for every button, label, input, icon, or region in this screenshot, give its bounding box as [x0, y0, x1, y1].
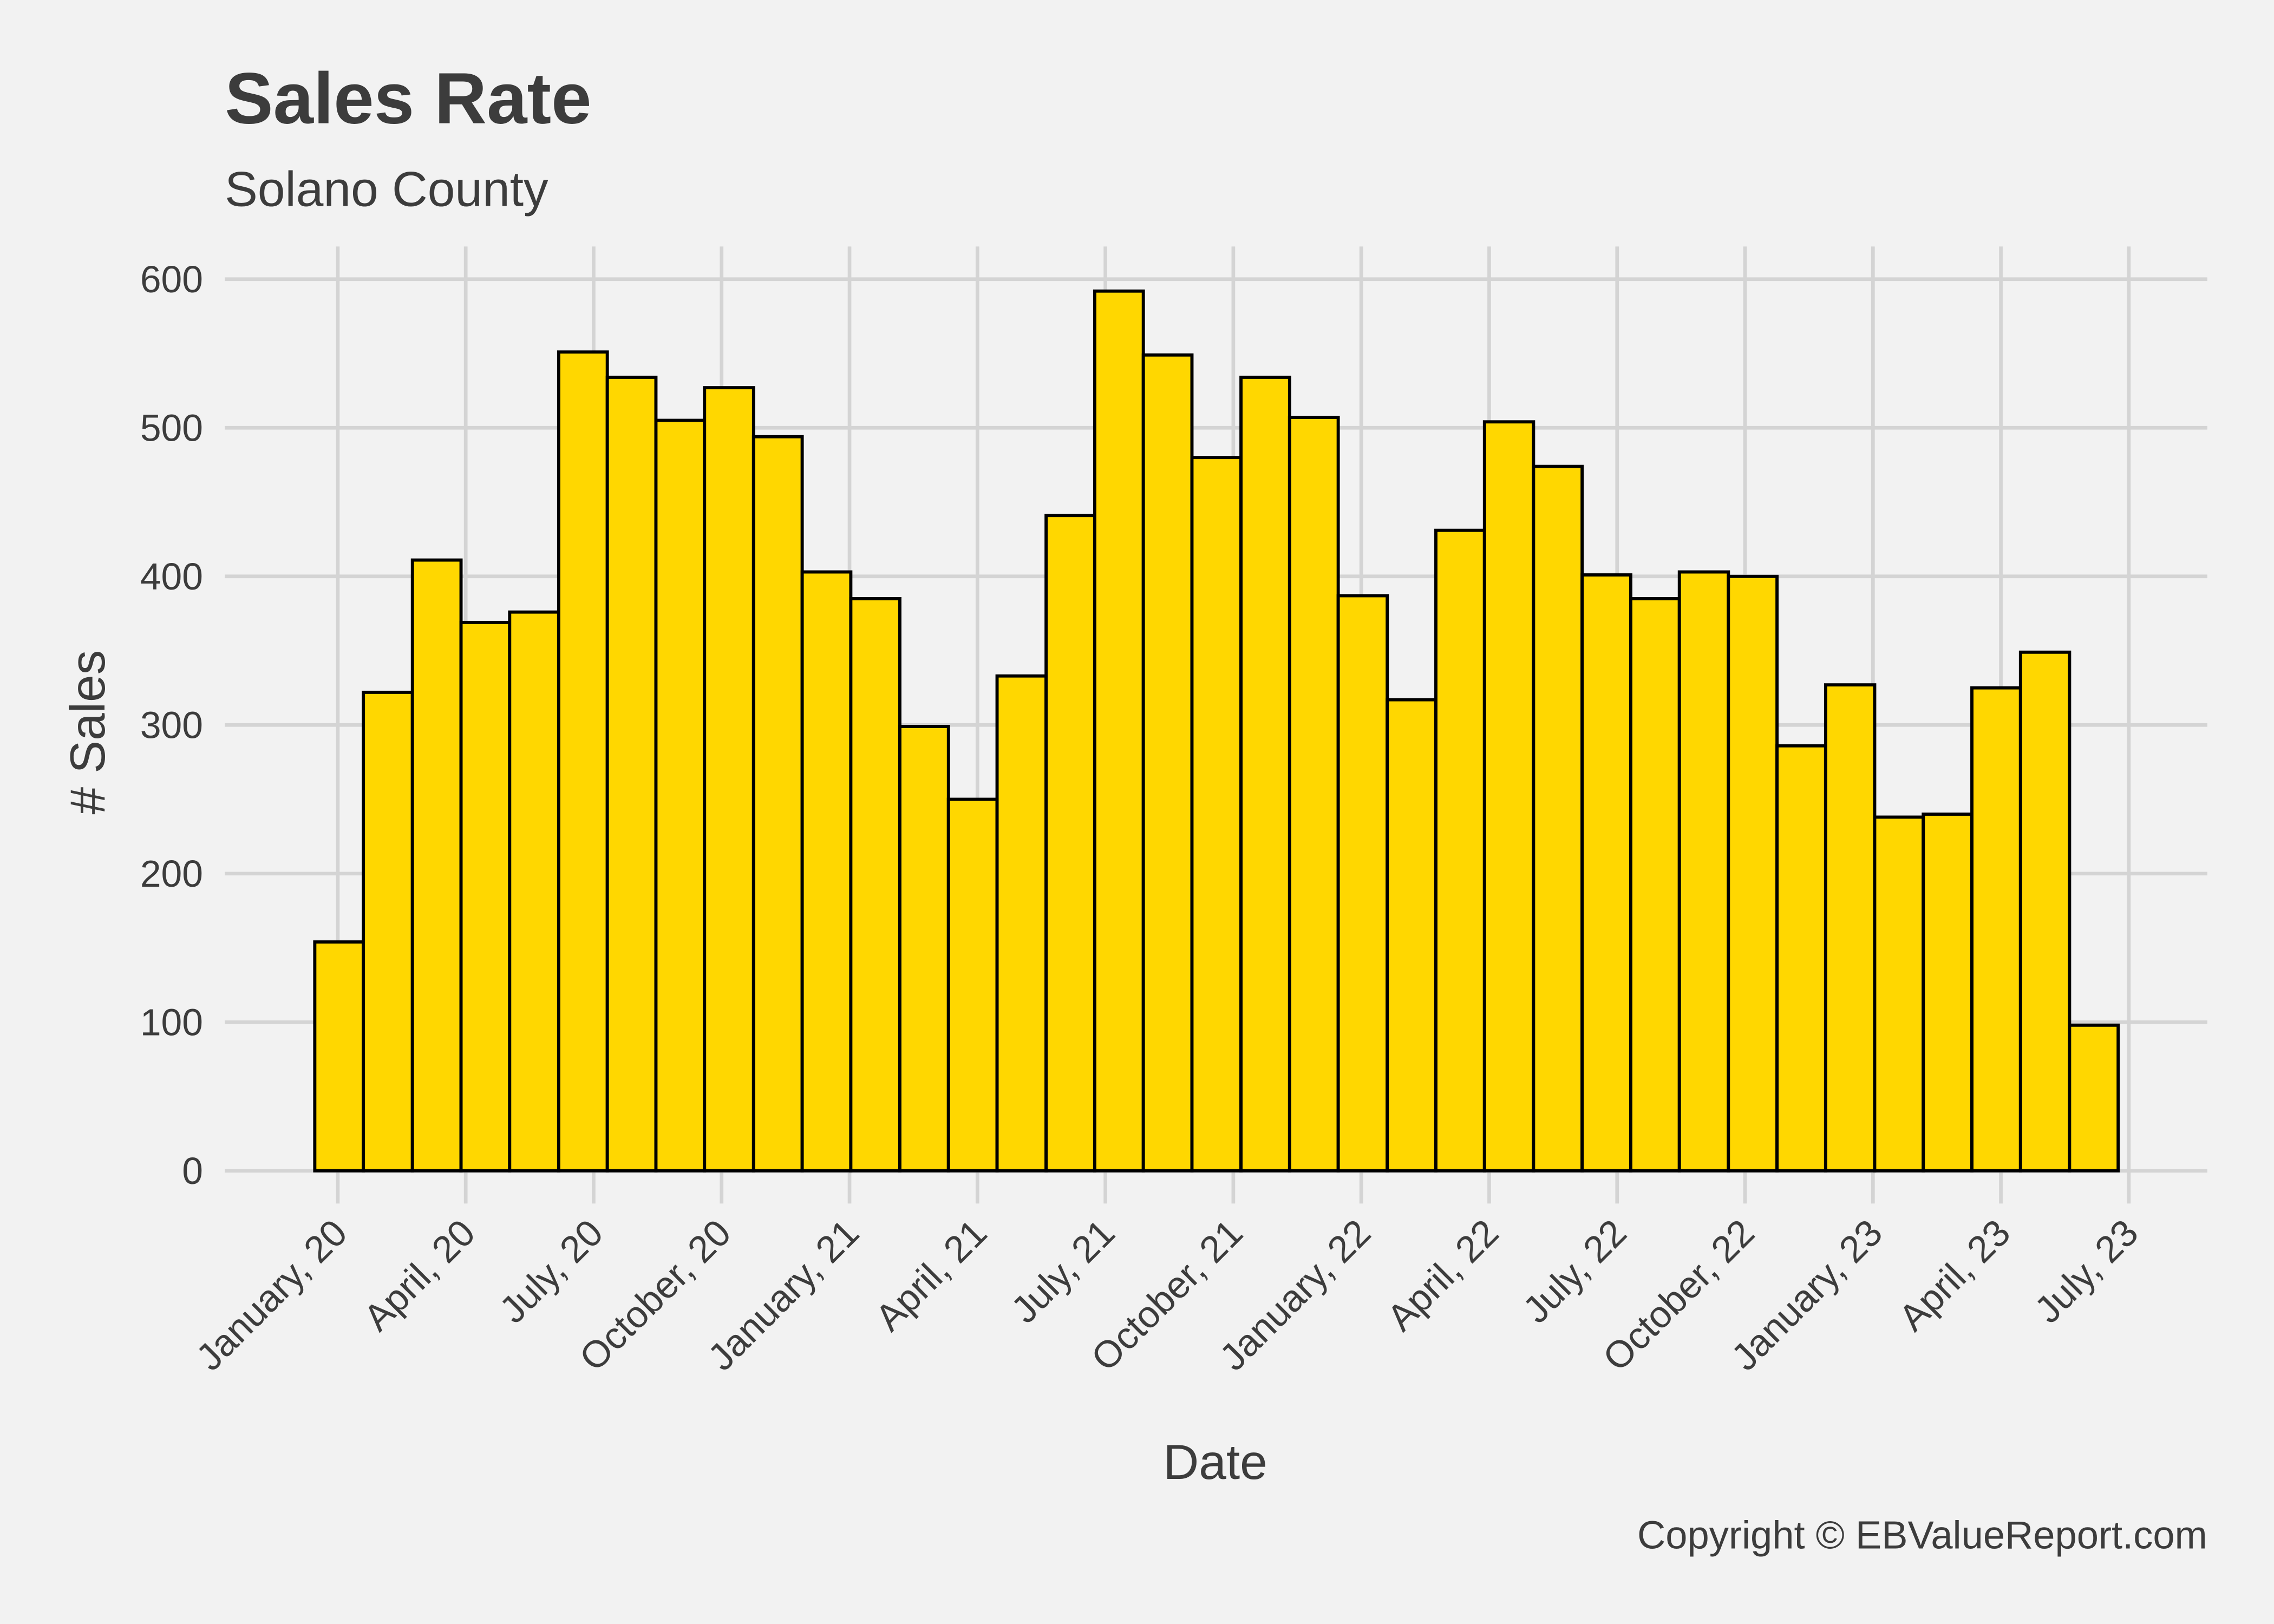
bar	[654, 418, 707, 1173]
bar	[703, 386, 755, 1173]
bar	[557, 350, 609, 1173]
bar	[1386, 698, 1437, 1173]
bar	[1434, 528, 1486, 1173]
bar	[1482, 420, 1535, 1173]
y-tick-label: 400	[140, 555, 203, 598]
bar	[1288, 416, 1340, 1173]
bar	[1922, 813, 1974, 1173]
bar	[605, 375, 658, 1173]
bar	[1727, 574, 1779, 1173]
bar	[1532, 464, 1584, 1173]
bar	[1775, 744, 1827, 1173]
bar	[508, 610, 560, 1173]
bar	[995, 674, 1048, 1173]
caption: Copyright © EBValueReport.com	[1637, 1514, 2207, 1557]
bar	[1141, 353, 1194, 1173]
bar	[1580, 573, 1632, 1173]
bar	[1239, 375, 1291, 1173]
x-axis-label: Date	[1163, 1435, 1267, 1490]
bar	[459, 620, 512, 1173]
y-tick-label: 600	[140, 258, 203, 300]
bar	[1336, 594, 1389, 1173]
bar	[1824, 683, 1877, 1173]
bar	[1677, 570, 1730, 1173]
y-tick-label: 100	[140, 1001, 203, 1043]
y-tick-label: 200	[140, 853, 203, 895]
bar	[752, 435, 804, 1173]
bar	[1970, 686, 2022, 1173]
bar	[849, 597, 901, 1173]
bar	[1873, 815, 1925, 1173]
bar	[1629, 597, 1681, 1173]
y-tick-label: 500	[140, 407, 203, 449]
bar	[410, 558, 463, 1173]
bar	[946, 797, 999, 1173]
bar	[1044, 514, 1096, 1173]
bars	[313, 289, 2120, 1173]
bar	[1190, 456, 1243, 1173]
bar	[1093, 289, 1145, 1173]
chart-title: Sales Rate	[225, 58, 591, 139]
bar	[898, 725, 950, 1173]
bar	[362, 690, 414, 1173]
y-axis-label: # Sales	[61, 650, 115, 815]
bar	[313, 940, 365, 1173]
bar	[800, 570, 853, 1173]
chart-subtitle: Solano County	[225, 162, 548, 217]
bar	[2068, 1023, 2120, 1173]
bar	[2018, 650, 2072, 1173]
y-tick-label: 0	[182, 1150, 203, 1192]
y-tick-label: 300	[140, 704, 203, 746]
